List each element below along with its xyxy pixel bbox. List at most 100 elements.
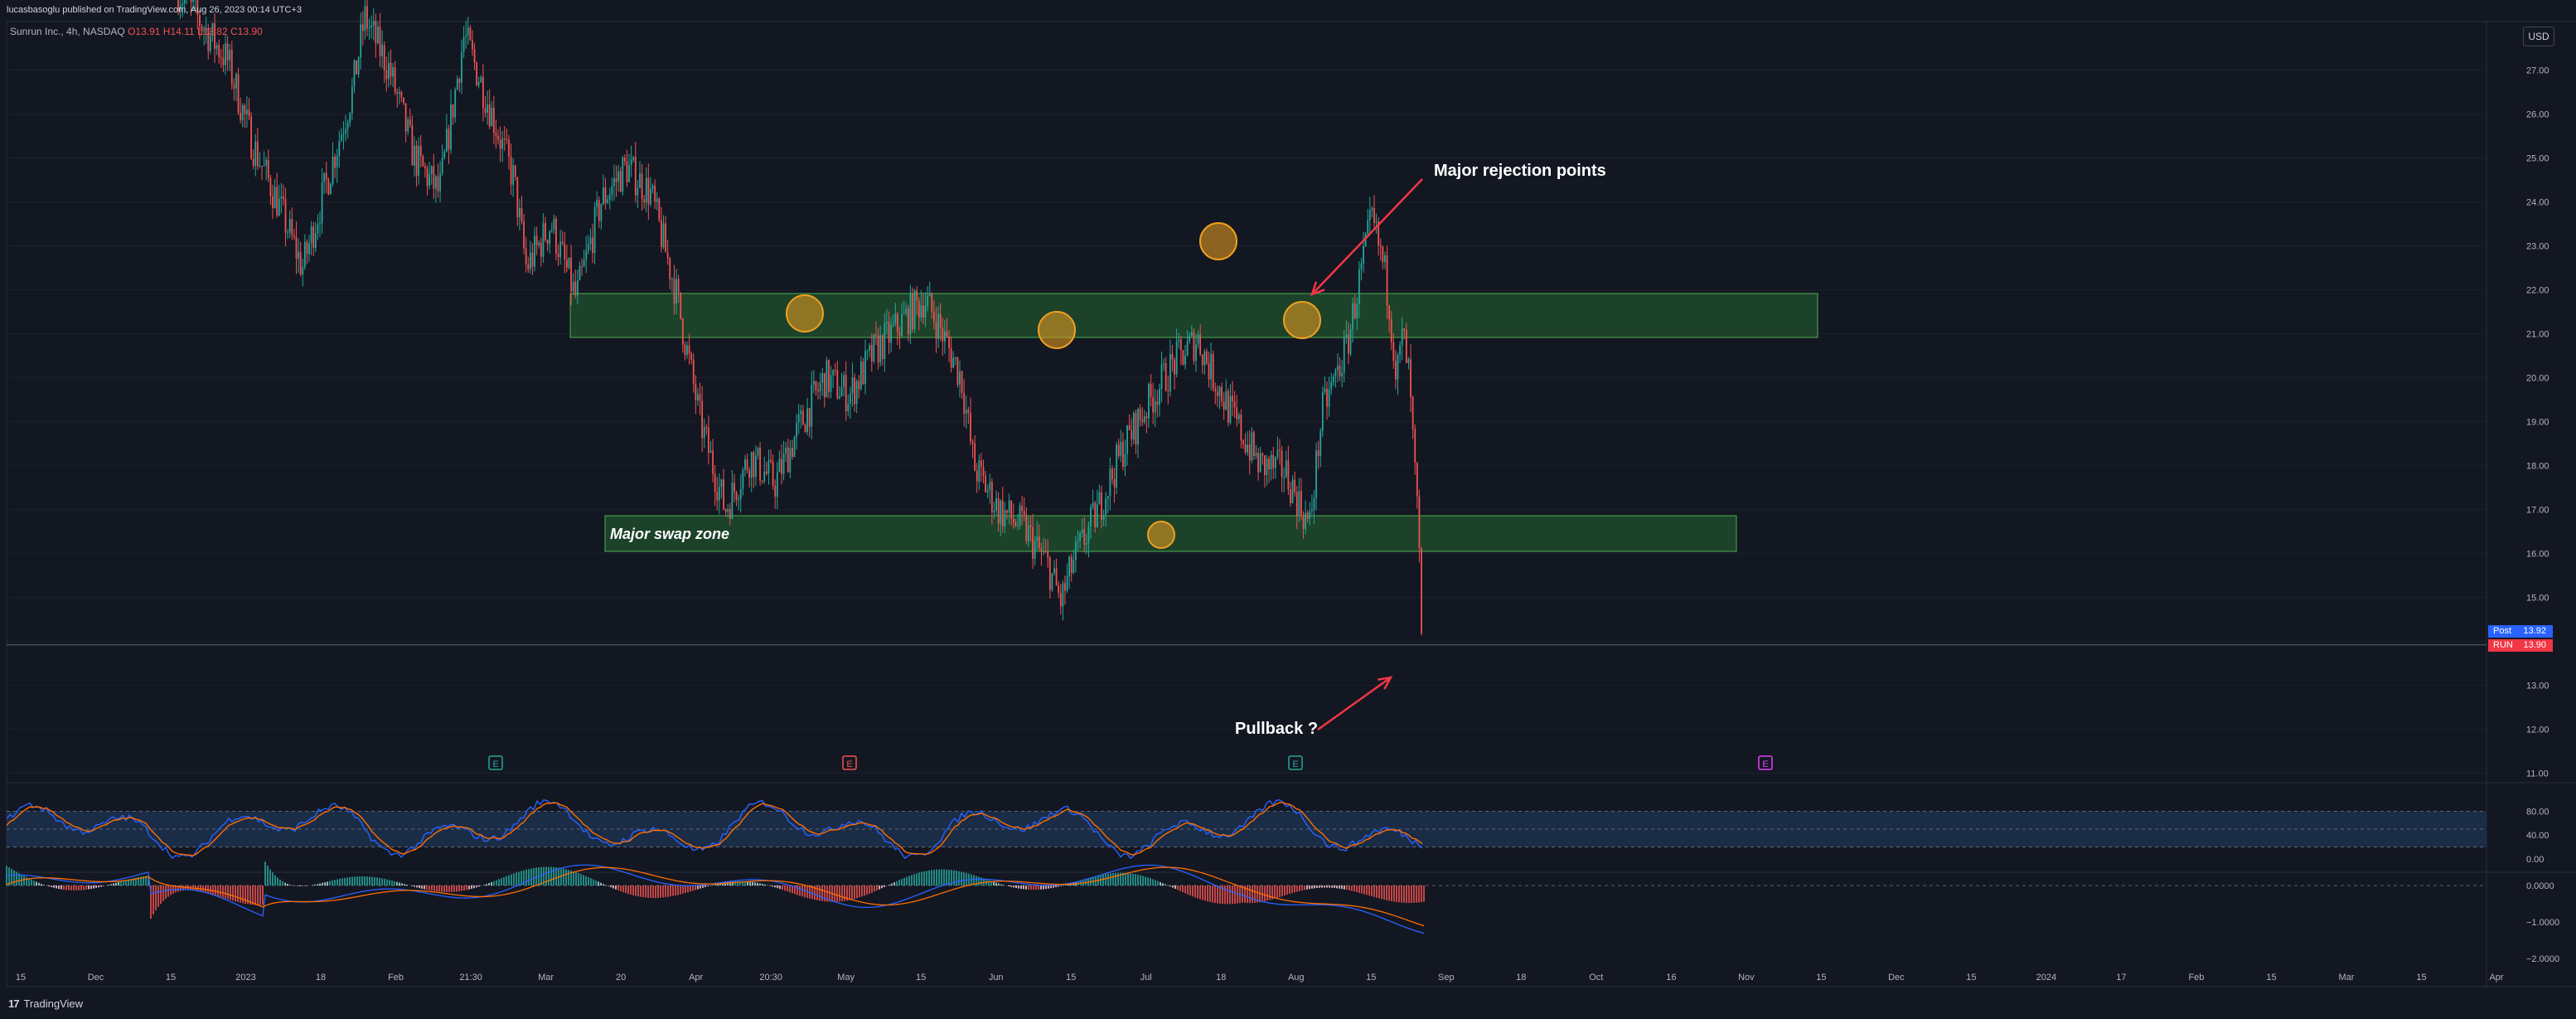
price-tick-label: 12.00: [2526, 725, 2549, 735]
candle-body: [306, 241, 308, 255]
candle-body: [1062, 583, 1064, 607]
ohlc-open: O13.91: [128, 26, 161, 37]
candle: [411, 115, 414, 166]
candle-body: [815, 381, 817, 391]
price-tick-label: 18.00: [2526, 462, 2549, 472]
candle-body: [336, 155, 338, 168]
candle-body: [896, 313, 898, 332]
candle-body: [1034, 541, 1036, 559]
candle-body: [1315, 450, 1317, 498]
candle: [849, 386, 851, 420]
candle-body: [276, 187, 278, 216]
rejection-circle: [1283, 301, 1321, 339]
candle-body: [1145, 416, 1148, 419]
candle-body: [746, 459, 748, 471]
candle: [607, 195, 609, 205]
candle: [1058, 581, 1060, 599]
candle: [390, 49, 392, 85]
candle-body: [1367, 220, 1369, 235]
candle: [1295, 486, 1298, 530]
candle: [1199, 324, 1202, 357]
candle-body: [351, 86, 353, 114]
candle-body: [1332, 376, 1334, 383]
currency-button[interactable]: USD: [2523, 27, 2554, 46]
candle-body: [487, 104, 488, 113]
candle-body: [1306, 512, 1309, 519]
candle: [179, 0, 182, 19]
candle-body: [928, 293, 931, 297]
candle: [1106, 496, 1109, 514]
candle: [995, 490, 997, 516]
candle: [561, 230, 564, 245]
candle-body: [1276, 449, 1279, 458]
candle-body: [1268, 459, 1270, 470]
candle: [484, 96, 487, 118]
candle: [744, 454, 746, 477]
candle-body: [849, 393, 851, 405]
candle-body: [192, 0, 195, 2]
candle-body: [456, 79, 458, 90]
candle-body: [981, 460, 982, 467]
candle-body: [1291, 479, 1294, 503]
candle-body: [244, 105, 246, 114]
earnings-marker-box: [1758, 755, 1773, 770]
candle: [379, 12, 381, 67]
symbol-legend[interactable]: Sunrun Inc., 4h, NASDAQ O13.91 H14.11 L1…: [10, 26, 263, 37]
candle-body: [241, 105, 244, 120]
candle-body: [1418, 496, 1421, 548]
time-tick-label: 15: [16, 973, 26, 983]
candle-body: [1008, 500, 1010, 513]
candle: [654, 179, 656, 210]
candle: [692, 353, 695, 393]
candle: [1212, 350, 1214, 392]
candle: [1272, 446, 1275, 479]
candle-body: [302, 267, 304, 275]
candle: [1092, 489, 1094, 510]
candle-body: [576, 279, 579, 296]
candle-body: [430, 166, 433, 174]
candle: [360, 12, 362, 70]
candle: [342, 121, 345, 150]
candle-body: [626, 161, 628, 182]
candle-body: [1405, 330, 1407, 363]
candle: [557, 244, 559, 266]
candle: [472, 30, 473, 56]
candle-body: [1352, 303, 1353, 330]
candle: [298, 238, 299, 274]
candle: [1152, 382, 1155, 425]
candle-body: [748, 470, 751, 478]
time-tick-label: 18: [1216, 973, 1226, 983]
candle: [1079, 531, 1081, 549]
candle-body: [1339, 365, 1341, 376]
time-tick-label: Apr: [2489, 973, 2503, 983]
price-tick-label: 17.00: [2526, 506, 2549, 516]
candle: [1203, 348, 1206, 375]
candle: [1053, 560, 1055, 576]
candle-body: [269, 177, 272, 197]
candle: [1227, 388, 1229, 427]
candle: [1294, 471, 1296, 497]
candle: [894, 303, 897, 327]
candle: [1285, 450, 1287, 479]
candle: [971, 439, 974, 459]
candle-body: [1300, 490, 1302, 515]
candle-body: [1368, 210, 1371, 221]
candle: [280, 182, 283, 214]
candle-body: [1053, 568, 1055, 574]
candle-body: [240, 113, 242, 120]
candle-body: [1237, 415, 1240, 420]
macd-signal-line: [6, 866, 1425, 927]
candle: [1257, 447, 1260, 481]
candle: [909, 284, 912, 344]
candle-body: [1135, 412, 1137, 445]
candle: [1324, 376, 1326, 395]
candle: [815, 380, 817, 395]
candle-body: [211, 23, 214, 36]
time-tick-label: 18: [316, 973, 326, 983]
candle-body: [225, 43, 226, 66]
tradingview-logo[interactable]: 17 TradingView: [8, 997, 83, 1010]
candle-body: [1132, 412, 1135, 439]
candle-body: [491, 107, 493, 127]
candle-body: [1356, 303, 1358, 318]
